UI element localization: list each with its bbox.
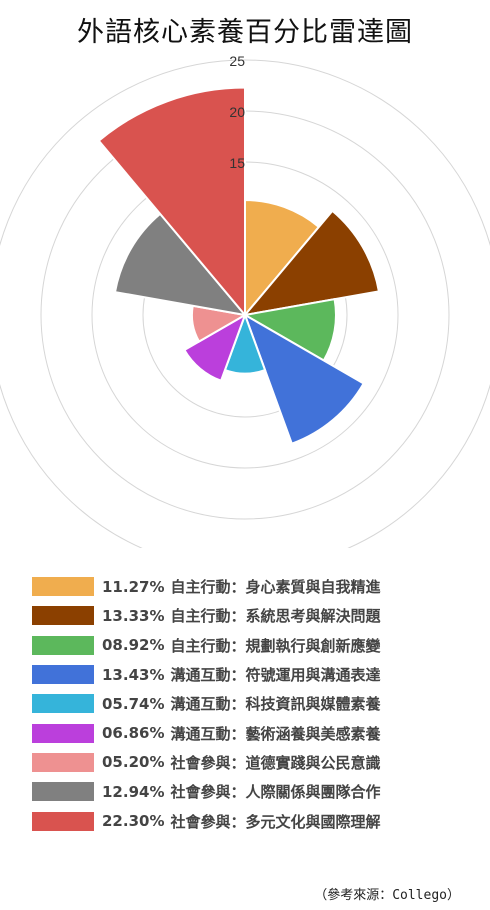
slice-8[interactable] [113,212,248,317]
legend-swatch [32,694,94,714]
chart-slices [97,86,381,446]
legend-swatch [32,723,94,743]
legend-item[interactable]: 11.27% 自主行動：身心素質與自我精進 [32,572,482,601]
radial-tick-labels: 25 20 15 [229,53,245,171]
r-tick-label: 15 [229,155,245,171]
legend-item[interactable]: 08.92% 自主行動：規劃執行與創新應變 [32,631,482,660]
r-tick-label: 25 [229,53,245,69]
legend-item[interactable]: 13.33% 自主行動：系統思考與解決問題 [32,601,482,630]
source-note: （參考來源：Collego） [314,888,460,903]
legend-label: 社會參與：人際關係與團隊合作 [170,783,381,802]
r-tick-label: 20 [229,104,245,120]
legend-item[interactable]: 05.74% 溝通互動：科技資訊與媒體素養 [32,689,482,718]
legend-item[interactable]: 05.20% 社會參與：道德實踐與公民意識 [32,748,482,777]
legend-percent: 11.27% [102,577,165,596]
legend-swatch [32,635,94,655]
legend-percent: 22.30% [102,812,165,831]
slice-1[interactable] [244,199,321,318]
slice-4[interactable] [243,312,365,446]
legend-item[interactable]: 22.30% 社會參與：多元文化與國際理解 [32,806,482,835]
legend-item[interactable]: 13.43% 溝通互動：符號運用與溝通表達 [32,660,482,689]
legend-item[interactable]: 06.86% 溝通互動：藝術涵養與美感素養 [32,718,482,747]
chart-title: 外語核心素養百分比雷達圖 [77,17,413,48]
slice-9[interactable] [97,86,246,318]
legend-item[interactable]: 12.94% 社會參與：人際關係與團隊合作 [32,777,482,806]
slice-2[interactable] [242,209,381,317]
legend-swatch [32,577,94,597]
polar-area-chart: 25 20 15 [0,53,490,548]
legend-swatch [32,606,94,626]
grid-ring [0,59,490,548]
slice-6[interactable] [183,312,247,383]
legend-percent: 08.92% [102,636,165,655]
legend-percent: 12.94% [102,782,165,801]
legend-label: 自主行動：系統思考與解決問題 [170,607,381,626]
legend-percent: 05.20% [102,753,165,772]
legend-label: 溝通互動：藝術涵養與美感素養 [170,724,381,743]
legend-percent: 05.74% [102,694,165,713]
legend-label: 溝通互動：符號運用與溝通表達 [170,666,381,685]
legend-label: 溝通互動：科技資訊與媒體素養 [170,695,381,714]
legend-percent: 13.43% [102,665,165,684]
legend-swatch [32,782,94,802]
legend-swatch [32,752,94,772]
legend-swatch [32,665,94,685]
legend-swatch [32,811,94,831]
legend-label: 社會參與：多元文化與國際理解 [170,812,381,831]
legend-percent: 06.86% [102,724,165,743]
legend-label: 社會參與：道德實踐與公民意識 [170,753,381,772]
chart-legend: 11.27% 自主行動：身心素質與自我精進 13.33% 自主行動：系統思考與解決問題… [32,572,482,836]
legend-label: 自主行動：規劃執行與創新應變 [170,636,381,655]
legend-label: 自主行動：身心素質與自我精進 [170,578,381,597]
legend-percent: 13.33% [102,606,165,625]
